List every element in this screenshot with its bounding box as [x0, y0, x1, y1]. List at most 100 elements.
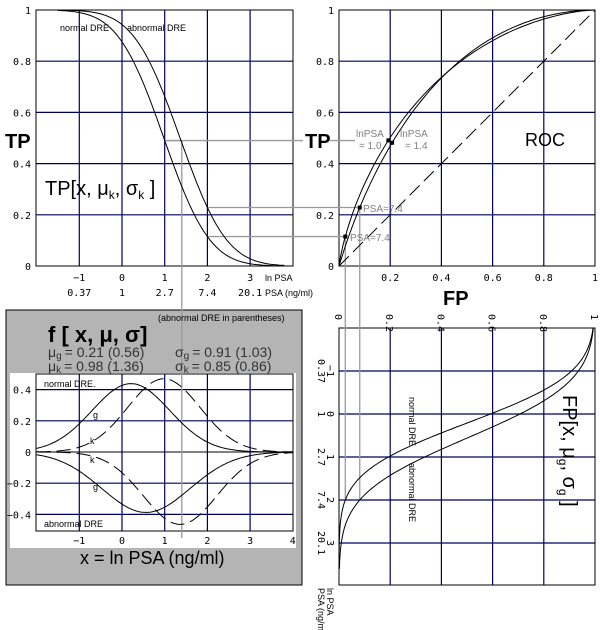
tp-curve-normal — [57, 10, 285, 267]
fp-tick: 0 — [332, 314, 343, 320]
density-xtick: 3 — [247, 536, 253, 547]
roc-annot-1a: lnPSA — [356, 129, 384, 140]
fp-xlabel2: PSA (ng/ml) — [316, 588, 326, 630]
fp-ln-tick: 3 — [324, 540, 335, 546]
tp-xtick-psa: 7.4 — [198, 288, 216, 299]
tp-xtick-psa: 0.37 — [67, 288, 91, 299]
density-label-normal: normal DRE. — [44, 379, 96, 389]
roc-point — [390, 140, 395, 145]
fp-ln-tick: −1 — [324, 365, 335, 377]
roc-annot-2a: lnPSA — [400, 129, 428, 140]
fp-ln-tick: 2 — [324, 497, 335, 503]
roc-xtick: 1 — [592, 273, 598, 284]
fp-tick: 0.8 — [537, 314, 548, 332]
roc-ytick: 1 — [328, 6, 334, 17]
tp-xtick-psa: 2.7 — [156, 288, 174, 299]
tp-xtick: 3 — [247, 273, 253, 284]
fp-psa-tick: 20.1 — [315, 531, 326, 555]
roc-annot-1b: = 1.0 — [359, 141, 382, 152]
density-series-label-k-normal: k — [90, 436, 95, 446]
tp-title: TP[x, μk, σk ] — [45, 178, 155, 202]
roc-ylabel: TP — [305, 131, 331, 153]
tp-xlabel1: ln PSA — [265, 273, 293, 283]
fp-psa-tick: 1 — [315, 411, 326, 417]
density-curve-k-abnormal — [36, 451, 293, 525]
roc-ytick: 0.2 — [316, 211, 334, 222]
roc-ytick: 0.4 — [316, 160, 334, 171]
density-ytick: 0.2 — [13, 417, 31, 428]
fp-curve-normal — [338, 327, 594, 569]
density-curve-g-abnormal — [36, 451, 293, 513]
density-note: (abnormal DRE in parentheses) — [158, 313, 285, 323]
fp-xlabel1: ln PSA — [325, 588, 335, 616]
fp-ln-tick: 0 — [324, 411, 335, 417]
tp-curve-abnormal — [57, 9, 285, 266]
roc-ytick: 0.6 — [316, 108, 334, 119]
tp-xtick: 0 — [119, 273, 125, 284]
tp-ytick: 1 — [25, 6, 31, 17]
density-xtick: 4 — [290, 536, 296, 547]
fp-label-abnormal: abnormal DRE — [407, 463, 417, 522]
density-label-abnormal: abnormal DRE — [44, 519, 103, 529]
tp-xlabel2: PSA (ng/ml) — [265, 288, 313, 298]
tp-xtick-psa: 1 — [119, 288, 125, 299]
tp-ylabel: TP — [5, 131, 31, 153]
fp-label-normal: normal DRE — [407, 397, 417, 446]
roc-ytick: 0.8 — [316, 57, 334, 68]
param-sigma-k: σk = 0.85 (0.86) — [175, 358, 271, 376]
roc-point — [343, 234, 348, 239]
density-ytick: 0 — [25, 448, 31, 459]
tp-xtick: 1 — [162, 273, 168, 284]
tp-axes-box — [35, 9, 294, 267]
density-curve-k-normal — [36, 378, 293, 453]
density-xtick: 2 — [204, 536, 210, 547]
param-mu-g: μg = 0.21 (0.56) — [48, 344, 144, 362]
density-curve-g-normal — [36, 383, 293, 453]
fp-tick: 1 — [588, 314, 599, 320]
roc-xtick: 0.8 — [535, 273, 553, 284]
tp-ytick: 0.6 — [13, 108, 31, 119]
density-series-label-g-normal: g — [93, 410, 98, 420]
roc-axes-box — [338, 9, 596, 267]
roc-xlabel: FP — [443, 288, 469, 310]
roc-diagonal — [338, 9, 596, 267]
fp-curve-abnormal — [338, 327, 594, 569]
tp-ytick: 0 — [25, 262, 31, 273]
tp-label-normal: normal DRE — [60, 23, 109, 33]
density-xlabel: x = ln PSA (ng/ml) — [80, 548, 225, 568]
roc-point — [357, 205, 362, 210]
roc-annot-3: PSA=7.4 — [363, 204, 403, 215]
roc-xtick: 0.2 — [381, 273, 399, 284]
density-xtick: −1 — [73, 536, 85, 547]
roc-curve-abnormal — [338, 9, 595, 267]
density-series-label-k-abnormal: k — [90, 455, 95, 465]
tp-label-abnormal: abnormal DRE — [127, 23, 186, 33]
density-ytick: −0.4 — [7, 510, 31, 521]
roc-ytick: 0 — [328, 262, 334, 273]
fp-title: FP[x, μg, σg ] — [556, 395, 580, 507]
roc-xtick: 0.6 — [484, 273, 502, 284]
roc-annot-4: PSA=7.4 — [350, 233, 390, 244]
roc-title: ROC — [525, 130, 565, 150]
tp-xtick: 2 — [204, 273, 210, 284]
fp-psa-tick: 0.37 — [315, 359, 326, 383]
density-axes-box — [35, 373, 294, 532]
density-ytick: 0.4 — [13, 386, 31, 397]
tp-ytick: 0.8 — [13, 57, 31, 68]
tp-ytick: 0.2 — [13, 211, 31, 222]
roc-point — [386, 138, 391, 143]
fp-ln-tick: 1 — [324, 454, 335, 460]
fp-tick: 0.4 — [434, 314, 445, 332]
fp-psa-tick: 2.7 — [315, 448, 326, 466]
param-sigma-g: σg = 0.91 (1.03) — [175, 344, 272, 362]
fp-axes-box — [338, 327, 596, 586]
tp-xtick: −1 — [73, 273, 85, 284]
fp-psa-tick: 7.4 — [315, 491, 326, 509]
tp-xtick-psa: 20.1 — [238, 288, 262, 299]
density-series-label-g-abnormal: g — [93, 482, 98, 492]
density-ytick: −0.2 — [7, 479, 31, 490]
roc-annot-2b: = 1.4 — [405, 141, 428, 152]
density-title: f [ x, μ, σ] — [48, 322, 147, 347]
density-xtick: 1 — [162, 536, 168, 547]
